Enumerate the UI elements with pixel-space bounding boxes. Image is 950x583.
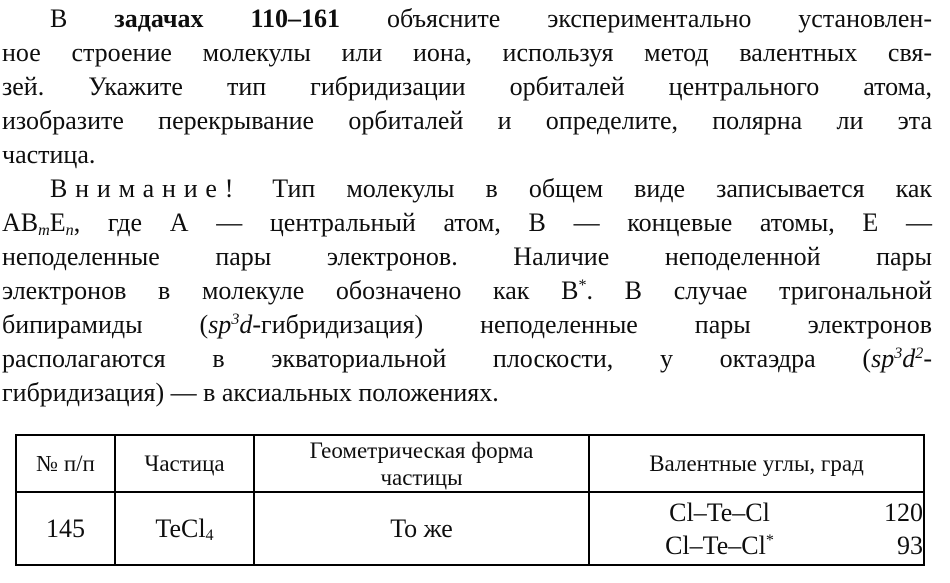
- text-segment: Cl–Te–Cl: [665, 530, 766, 560]
- text-line: бипирамиды (sp3d-гибридизация) неподелен…: [2, 308, 932, 342]
- header-number: № п/п: [15, 434, 116, 493]
- text-segment: *: [765, 531, 774, 549]
- text-segment: 3: [894, 345, 903, 363]
- header-particle: Частица: [114, 434, 255, 493]
- text-segment: объясните экспериментально установлен-: [340, 4, 932, 33]
- text-segment: задачах 110–161: [114, 4, 341, 33]
- text-segment: частица.: [2, 140, 96, 169]
- cell-particle: TeCl4: [114, 491, 255, 566]
- paragraph-intro: В задачах 110–161 объясните эксперимента…: [2, 2, 932, 172]
- cell-number: 145: [15, 491, 116, 566]
- text-segment: TeCl: [155, 513, 206, 543]
- text-segment: зей. Укажите тип гибридизации орбиталей …: [2, 72, 932, 101]
- bond-label: Cl–Te–Cl: [590, 496, 849, 529]
- text-segment: В: [50, 4, 115, 33]
- paragraph-attention: Внимание! Тип молекулы в общем виде запи…: [2, 172, 932, 410]
- text-segment: d: [239, 310, 253, 339]
- table-header-row: № п/п Частица Геометрическая форма части…: [15, 434, 925, 493]
- text-segment: , где А — центральный атом, В — концевые…: [73, 208, 932, 237]
- text-segment: неподеленные пары электронов. Наличие не…: [2, 242, 932, 271]
- angle-row: Cl–Te–Cl 120: [590, 496, 923, 529]
- text-segment: n: [65, 221, 74, 239]
- text-segment: Тип молекулы в общем виде записывается к…: [241, 174, 932, 203]
- header-shape: Геометрическая форма частицы: [253, 434, 590, 493]
- text-segment: Cl–Te–Cl: [669, 497, 770, 527]
- text-line: изобразите перекрывание орбиталей и опре…: [2, 104, 932, 138]
- bond-label: Cl–Te–Cl*: [590, 529, 849, 562]
- text-segment: располагаются в экваториальной плоскости…: [2, 344, 872, 373]
- problems-table: № п/п Частица Геометрическая форма части…: [15, 434, 925, 566]
- text-segment: E: [49, 208, 66, 237]
- text-segment: Внимание!: [50, 174, 242, 203]
- text-segment: . В случае тригональной: [586, 276, 932, 305]
- text-line: ABmEn, где А — центральный атом, В — кон…: [2, 206, 932, 240]
- text-line: неподеленные пары электронов. Наличие не…: [2, 240, 932, 274]
- text-line: электронов в молекуле обозначено как В*.…: [2, 274, 932, 308]
- cell-angles: Cl–Te–Cl 120 Cl–Te–Cl* 93: [588, 491, 925, 566]
- text-line: располагаются в экваториальной плоскости…: [2, 342, 932, 376]
- angle-value: 120: [884, 497, 923, 527]
- text-segment: -: [923, 344, 932, 373]
- text-segment: sp: [871, 344, 895, 373]
- text-segment: 2: [915, 345, 924, 363]
- text-segment: бипирамиды (: [2, 310, 209, 339]
- text-segment: AB: [2, 208, 39, 237]
- header-angles: Валентные углы, град: [588, 434, 925, 493]
- text-segment: d: [902, 344, 916, 373]
- text-segment: *: [578, 277, 587, 295]
- text-line: В задачах 110–161 объясните эксперимента…: [2, 2, 932, 36]
- text-segment: 3: [231, 311, 240, 329]
- angle-value: 93: [897, 530, 923, 560]
- text-segment: гибридизация) — в аксиальных положениях.: [2, 378, 499, 407]
- text-segment: электронов в молекуле обозначено как В: [2, 276, 579, 305]
- cell-shape: То же: [253, 491, 590, 566]
- text-segment: -гибридизация) неподеленные пары электро…: [252, 310, 933, 339]
- text-line: Внимание! Тип молекулы в общем виде запи…: [2, 172, 932, 206]
- document-page: В задачах 110–161 объясните эксперимента…: [2, 2, 932, 566]
- text-segment: изобразите перекрывание орбиталей и опре…: [2, 106, 932, 135]
- text-line: зей. Укажите тип гибридизации орбиталей …: [2, 70, 932, 104]
- angle-row: Cl–Te–Cl* 93: [590, 529, 923, 562]
- text-line: частица.: [2, 138, 932, 172]
- text-segment: m: [38, 221, 50, 239]
- text-segment: 4: [205, 527, 214, 545]
- text-segment: ное строение молекулы или иона, использу…: [2, 38, 932, 67]
- text-line: гибридизация) — в аксиальных положениях.: [2, 376, 932, 410]
- text-line: ное строение молекулы или иона, использу…: [2, 36, 932, 70]
- text-segment: sp: [208, 310, 232, 339]
- table-row: 145 TeCl4 То же Cl–Te–Cl 120 Cl–Te–Cl* 93: [15, 491, 925, 566]
